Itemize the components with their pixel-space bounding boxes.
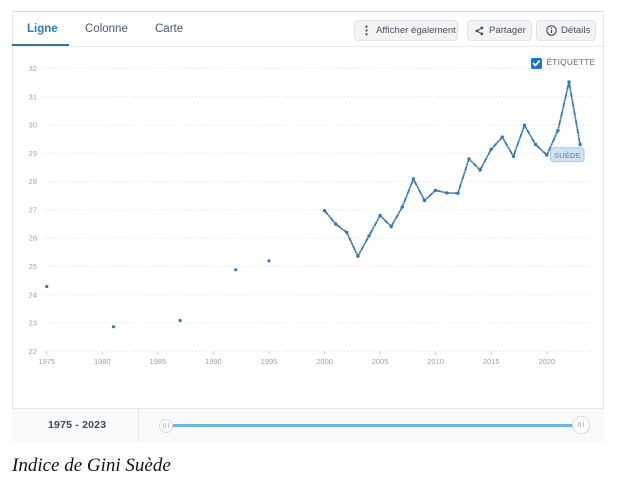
svg-text:28: 28 bbox=[29, 177, 37, 186]
svg-text:27: 27 bbox=[29, 206, 37, 215]
svg-text:24: 24 bbox=[29, 290, 37, 299]
svg-text:1975: 1975 bbox=[38, 357, 55, 366]
svg-text:29: 29 bbox=[29, 149, 37, 158]
svg-text:30: 30 bbox=[29, 121, 37, 130]
svg-text:23: 23 bbox=[29, 319, 37, 328]
svg-text:1995: 1995 bbox=[261, 357, 278, 366]
svg-text:2005: 2005 bbox=[372, 357, 389, 366]
svg-text:31: 31 bbox=[29, 92, 37, 101]
svg-text:2000: 2000 bbox=[316, 357, 333, 366]
svg-text:2010: 2010 bbox=[427, 357, 444, 366]
svg-text:25: 25 bbox=[29, 262, 37, 271]
svg-text:1980: 1980 bbox=[94, 357, 111, 366]
svg-text:1985: 1985 bbox=[150, 357, 167, 366]
svg-text:22: 22 bbox=[29, 347, 37, 356]
svg-text:2015: 2015 bbox=[483, 357, 500, 366]
svg-text:26: 26 bbox=[29, 234, 37, 243]
svg-text:SUÈDE: SUÈDE bbox=[554, 151, 581, 160]
svg-text:2020: 2020 bbox=[538, 357, 555, 366]
svg-text:32: 32 bbox=[29, 64, 37, 73]
svg-text:1990: 1990 bbox=[205, 357, 222, 366]
